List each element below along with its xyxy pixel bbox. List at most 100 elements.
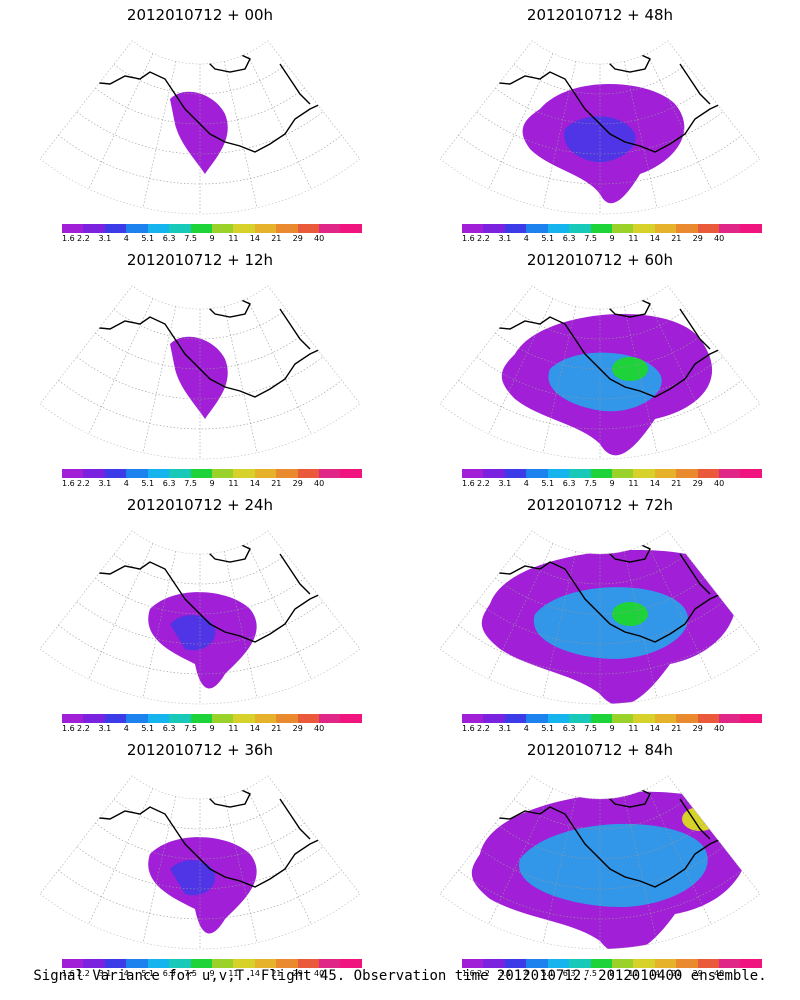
colorbar-tick-label: 29 [292,969,303,978]
colorbar-tick-label: 2.2 [477,969,490,978]
graticule-parallel [76,111,324,155]
colorbar-tick-label: 2.2 [77,479,90,488]
colorbar-swatch [126,224,148,233]
panel-title: 2012010712 + 48h [526,6,674,24]
colorbar-swatch [62,469,84,478]
colorbar-tick-label: 7.5 [584,234,597,243]
colorbar-tick-label: 11 [628,234,639,243]
colorbar-tick-label: 4 [123,724,129,733]
colorbar-labels: 1.6 2.2 3.1 4 5.1 6.3 7.5 9 11 14 21 29 40 [62,479,362,489]
graticule-meridian [39,530,133,650]
colorbar-swatch [569,469,591,478]
colorbar-swatch [526,469,548,478]
colorbar-tick-label: 6.3 [162,969,176,978]
graticule-meridian [267,285,361,405]
colorbar [462,959,762,968]
graticule-parallel [513,554,687,585]
graticule-meridian [223,796,258,943]
colorbar-swatch [169,224,191,233]
graticule-meridian [246,543,312,680]
colorbar-swatch [697,959,720,968]
graticule-meridian [142,796,177,943]
colorbar-labels: 1.6 2.2 3.1 4 5.1 6.3 7.5 9 11 14 21 29 40 [462,724,762,734]
colorbar-swatch [654,224,677,233]
projection-map [439,285,761,460]
colorbar [462,714,762,723]
projection-map [439,40,761,215]
colorbar-swatch [569,224,591,233]
graticule-meridian [223,61,258,208]
projection-map [39,775,361,950]
graticule-meridian [542,61,577,208]
graticule-parallel [76,356,324,400]
colorbar-tick-label: 5.1 [541,969,555,978]
colorbar-swatch [483,224,505,233]
colorbar-swatch [483,469,505,478]
colorbar-tick-label: 11 [228,724,239,733]
colorbar-tick-label: 29 [692,724,703,733]
colorbar-swatch [719,959,741,968]
graticule-meridian [88,788,154,925]
variance-field-core [170,614,216,651]
graticule-parallel [476,846,724,890]
colorbar-tick-label: 2.2 [77,969,90,978]
colorbar-swatch [504,959,527,968]
colorbar-tick-label: 21 [671,234,682,243]
colorbar-swatch [211,959,234,968]
map-panel: 2012010712 + 12h 1.6 2.2 3.1 4 5.1 6.3 7.5 9 11 14… [0,245,400,490]
projection-map [439,530,761,705]
colorbar [62,224,362,233]
graticule-parallel [476,111,724,155]
graticule-meridian [267,40,361,160]
colorbar-swatch [504,714,527,723]
colorbar-tick-label: 6.3 [562,969,576,978]
graticule-meridian [267,775,361,895]
colorbar-swatch [83,224,105,233]
colorbar-swatch [104,714,127,723]
colorbar-swatch [147,469,170,478]
colorbar-tick-label: 21 [271,969,282,978]
colorbar-tick-label: 21 [671,969,682,978]
colorbar-swatch [126,469,148,478]
graticule-meridian [667,40,761,160]
panel-title: 2012010712 + 60h [526,251,674,269]
colorbar-tick-label: 7.5 [584,969,597,978]
colorbar-tick-label: 40 [714,724,725,733]
colorbar-swatch [740,469,762,478]
graticule-meridian [646,543,712,680]
colorbar-swatch [611,714,634,723]
colorbar-swatch [233,224,255,233]
colorbar-tick-label: 11 [628,969,639,978]
colorbar-swatch [590,959,612,968]
colorbar-tick-label: 4 [523,234,529,243]
colorbar-swatch [254,469,277,478]
graticule-parallel [476,601,724,645]
colorbar-swatch [526,224,548,233]
colorbar-swatch [483,714,505,723]
colorbar-tick-label: 14 [249,724,260,733]
colorbar-swatch [590,224,612,233]
colorbar-tick-label: 7.5 [184,479,197,488]
colorbar-tick-label: 3.1 [498,479,512,488]
colorbar-tick-label: 9 [209,969,215,978]
colorbar-tick-label: 7.5 [184,724,197,733]
variance-field [170,91,228,174]
panel-title: 2012010712 + 84h [526,741,674,759]
variance-field-core [564,116,636,163]
colorbar-swatch [719,224,741,233]
colorbar-swatch [697,224,720,233]
graticule-meridian [267,530,361,650]
map-frame [439,40,761,215]
colorbar-tick-label: 29 [292,724,303,733]
variance-field-peak [612,602,648,626]
graticule-parallel [476,356,724,400]
colorbar-tick-label: 9 [609,724,615,733]
map-frame [39,40,361,215]
colorbar-labels: 1.6 2.2 3.1 4 5.1 6.3 7.5 9 11 14 21 29 40 [462,969,762,979]
graticule-parallel [113,799,287,830]
colorbar-tick-label: 3.1 [498,969,512,978]
colorbar-tick-label: 21 [271,479,282,488]
colorbar-swatch [169,959,191,968]
graticule-meridian [88,543,154,680]
colorbar-tick-label: 4 [123,969,129,978]
